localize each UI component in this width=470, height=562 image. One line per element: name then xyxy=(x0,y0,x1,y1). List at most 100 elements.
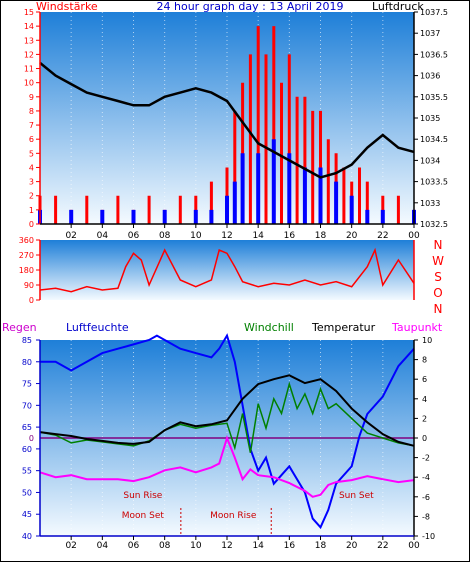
temp-tick-label: 4 xyxy=(422,395,427,404)
wind-tick-label: 5 xyxy=(29,149,34,158)
dir-tick-label: 360 xyxy=(19,236,34,245)
humidity-tick-label: 45 xyxy=(22,510,32,519)
temp-tick-label: 8 xyxy=(422,356,427,365)
temp-x-tick-label: 14 xyxy=(252,541,264,551)
pressure-line xyxy=(39,61,415,179)
wind-tick-label: 2 xyxy=(29,192,34,201)
dir-label-o: O xyxy=(433,286,442,300)
humidity-tick-label: 50 xyxy=(22,488,32,497)
humidity-tick-label: 40 xyxy=(22,532,32,541)
temp-tick-label: -6 xyxy=(422,493,430,502)
wind-x-tick-label: 20 xyxy=(346,231,358,241)
wind-x-tick-label: 12 xyxy=(221,231,232,241)
temp-x-tick-label: 22 xyxy=(377,541,388,551)
humidity-tick-label: 70 xyxy=(22,401,32,410)
wind-x-tick-label: 14 xyxy=(252,231,264,241)
pressure-tick-label: 1035 xyxy=(420,114,440,123)
wind-x-tick-label: 08 xyxy=(159,231,171,241)
wind-direction-line xyxy=(39,247,415,293)
humidity-tick-label: 85 xyxy=(22,336,32,345)
humidity-tick-label: 80 xyxy=(22,358,32,367)
wind-x-tick-label: 00 xyxy=(408,231,420,241)
humidity-line xyxy=(40,333,415,530)
pressure-tick-label: 1037.5 xyxy=(420,8,448,17)
temperature-series xyxy=(39,374,415,447)
wind-tick-label: 14 xyxy=(24,22,34,31)
wind-tick-label: 13 xyxy=(24,36,34,45)
humidity-tick-label: 75 xyxy=(22,380,32,389)
dir-label-w: W xyxy=(432,254,444,268)
pressure-tick-label: 1035.5 xyxy=(420,93,448,102)
event-label: Sun Set xyxy=(339,491,374,501)
wind-tick-label: 8 xyxy=(29,107,34,116)
pressure-tick-label: 1034.5 xyxy=(420,135,448,144)
temp-x-tick-label: 16 xyxy=(284,541,296,551)
temp-x-tick-label: 10 xyxy=(190,541,202,551)
dewpoint-series xyxy=(39,434,415,498)
temp-tick-label: -10 xyxy=(422,532,435,541)
windchill-series xyxy=(39,381,415,453)
dir-label-n-top: N xyxy=(434,238,443,252)
humidity-tick-label: 60 xyxy=(22,445,32,454)
temp-x-tick-label: 08 xyxy=(159,541,171,551)
temp-x-tick-label: 02 xyxy=(65,541,76,551)
wind-tick-label: 15 xyxy=(24,8,34,17)
wind-x-tick-label: 10 xyxy=(190,231,202,241)
wind-tick-label: 0 xyxy=(29,220,34,229)
rain-label: Regen xyxy=(2,321,37,334)
wind-tick-label: 4 xyxy=(29,163,34,172)
dir-tick-label: 0 xyxy=(29,296,34,305)
graph-title: 24 hour graph day : 13 April 2019 xyxy=(157,0,344,13)
dir-label-n-bottom: N xyxy=(434,302,443,316)
temp-tick-label: -8 xyxy=(422,512,430,521)
humidity-tick-label: 65 xyxy=(22,423,32,432)
direction-labels: N W S O N xyxy=(432,238,444,316)
wind-x-tick-label: 06 xyxy=(128,231,140,241)
temp-tick-label: 10 xyxy=(422,336,432,345)
zero-label: 0 xyxy=(29,434,34,443)
windchill-line xyxy=(39,381,415,453)
wind-x-tick-label: 04 xyxy=(97,231,109,241)
axis-ticks: 01234567891011121314151032.510331033.510… xyxy=(19,8,448,551)
event-label: Sun Rise xyxy=(123,491,162,501)
event-label: Moon Rise xyxy=(210,511,257,521)
pressure-tick-label: 1033 xyxy=(420,199,440,208)
humidity-tick-label: 55 xyxy=(22,467,32,476)
wind-tick-label: 7 xyxy=(29,121,34,130)
dir-tick-label: 270 xyxy=(19,251,34,260)
temp-tick-label: -2 xyxy=(422,454,430,463)
pressure-tick-label: 1036.5 xyxy=(420,50,448,59)
dir-tick-label: 90 xyxy=(24,281,34,290)
temperature-label: Temperatur xyxy=(311,321,376,334)
wind-x-tick-label: 22 xyxy=(377,231,388,241)
wind-tick-label: 11 xyxy=(24,65,34,74)
pressure-tick-label: 1033.5 xyxy=(420,178,448,187)
temp-x-tick-label: 00 xyxy=(408,541,420,551)
wind-tick-label: 1 xyxy=(29,206,34,215)
pressure-tick-label: 1032.5 xyxy=(420,220,448,229)
dir-label-s: S xyxy=(434,270,442,284)
dewpoint-line xyxy=(39,434,415,498)
temp-x-tick-label: 18 xyxy=(315,541,327,551)
humidity-label: Luftfeuchte xyxy=(66,321,129,334)
wind-x-tick-label: 18 xyxy=(315,231,327,241)
wind-direction-series xyxy=(39,247,415,293)
wind-tick-label: 9 xyxy=(29,93,34,102)
dewpoint-label: Taupunkt xyxy=(391,321,443,334)
pressure-tick-label: 1036 xyxy=(420,72,440,81)
windchill-label: Windchill xyxy=(244,321,294,334)
event-label: Moon Set xyxy=(122,511,165,521)
wind-x-tick-label: 16 xyxy=(284,231,296,241)
wind-tick-label: 3 xyxy=(29,178,34,187)
temp-x-tick-label: 20 xyxy=(346,541,358,551)
wind-tick-label: 6 xyxy=(29,135,34,144)
temp-tick-label: -4 xyxy=(422,473,430,482)
wind-x-tick-label: 02 xyxy=(65,231,76,241)
temp-grid xyxy=(70,340,415,536)
pressure-tick-label: 1037 xyxy=(420,29,440,38)
wind-tick-label: 10 xyxy=(24,79,34,88)
pressure-axis-title: Luftdruck xyxy=(372,0,424,13)
temp-tick-label: 6 xyxy=(422,375,427,384)
sun-moon-events: Sun Rise Moon Set Moon Rise Sun Set xyxy=(122,491,374,536)
